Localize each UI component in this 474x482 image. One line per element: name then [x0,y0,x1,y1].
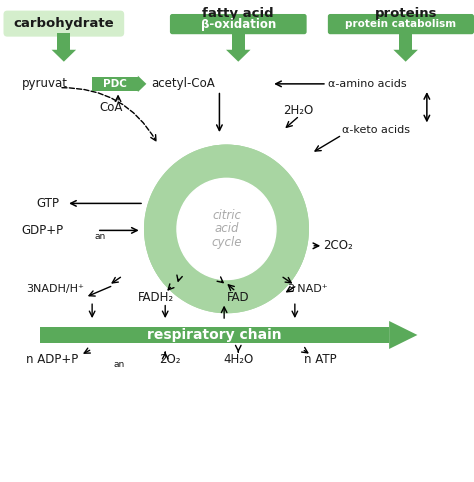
Polygon shape [57,33,70,50]
Polygon shape [393,50,418,62]
Text: acetyl-CoA: acetyl-CoA [151,78,215,90]
FancyBboxPatch shape [328,14,474,34]
Text: pyruvat: pyruvat [21,78,67,90]
Text: 2H₂O: 2H₂O [283,105,313,117]
Text: an: an [94,232,106,241]
Text: GDP+P: GDP+P [21,224,64,237]
Wedge shape [148,145,309,313]
Text: respiratory chain: respiratory chain [147,328,282,342]
Text: α-keto acids: α-keto acids [342,125,410,135]
Text: fatty acid: fatty acid [202,7,274,20]
Polygon shape [389,321,418,349]
Text: GTP: GTP [36,197,59,210]
Text: 4H₂O: 4H₂O [223,353,254,365]
Text: acid: acid [214,223,239,235]
Text: FAD: FAD [227,292,250,304]
Text: an: an [113,361,125,369]
Polygon shape [226,50,251,62]
Text: PDC: PDC [103,79,127,89]
Text: proteins: proteins [374,7,437,20]
Text: cycle: cycle [211,236,242,249]
Wedge shape [144,145,309,284]
Text: n ADP+P: n ADP+P [26,353,78,365]
Text: protein catabolism: protein catabolism [346,19,456,29]
FancyBboxPatch shape [3,11,124,37]
Text: α-amino acids: α-amino acids [328,79,407,89]
Text: 3 NAD⁺: 3 NAD⁺ [288,284,328,294]
Polygon shape [92,77,138,91]
Text: 3NADH/H⁺: 3NADH/H⁺ [26,284,84,294]
Wedge shape [144,145,304,313]
Circle shape [177,178,276,280]
Polygon shape [232,33,245,50]
Text: 2CO₂: 2CO₂ [323,240,353,252]
Text: β-oxidation: β-oxidation [201,18,276,30]
Polygon shape [399,33,412,50]
Polygon shape [138,76,146,92]
Polygon shape [52,50,76,62]
Text: citric: citric [212,209,241,222]
Text: FADH₂: FADH₂ [138,292,174,304]
Text: 2O₂: 2O₂ [159,353,181,365]
Text: carbohydrate: carbohydrate [14,17,114,30]
Text: n ATP: n ATP [304,353,337,365]
Text: CoA: CoA [99,101,123,113]
FancyBboxPatch shape [170,14,307,34]
Polygon shape [40,327,389,343]
